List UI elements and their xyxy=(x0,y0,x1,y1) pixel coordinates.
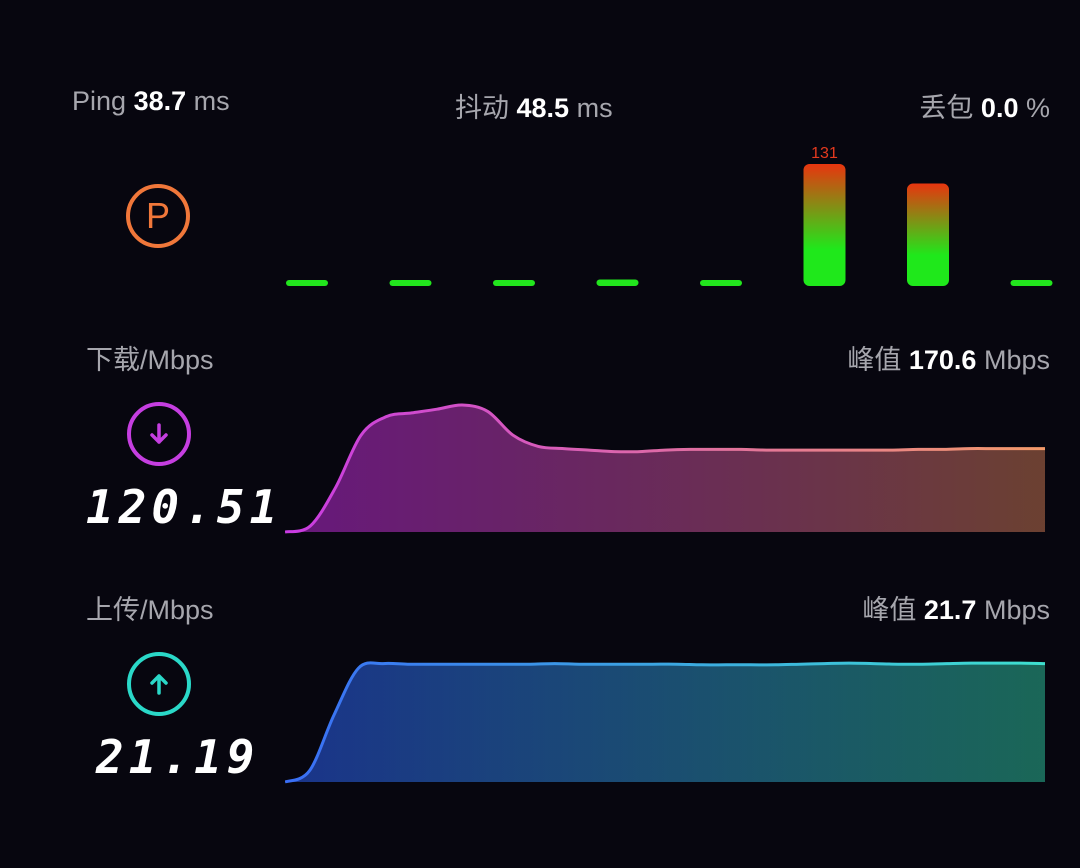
packet-loss-stat: 丢包 0.0 % xyxy=(919,86,1050,125)
upload-area-fill xyxy=(285,662,1045,782)
ping-bar-data-label: 131 xyxy=(811,145,838,162)
ping-bar xyxy=(493,280,535,286)
packet-loss-label: 丢包 xyxy=(919,93,974,123)
jitter-stat: 抖动 48.5 ms xyxy=(455,86,613,125)
arrow-down-icon xyxy=(127,402,191,466)
upload-label: 上传/Mbps xyxy=(86,595,214,625)
upload-peak-value: 21.7 xyxy=(923,595,977,625)
upload-speed-value: 21.19 xyxy=(96,730,260,784)
ping-bar xyxy=(803,164,846,286)
ping-bar xyxy=(286,280,328,286)
jitter-unit: ms xyxy=(576,93,613,123)
ping-stat: Ping 38.7 ms xyxy=(72,86,230,117)
download-peak-value: 170.6 xyxy=(908,345,977,375)
arrow-up-icon xyxy=(127,652,191,716)
jitter-label: 抖动 xyxy=(455,93,509,123)
ping-p-icon: P xyxy=(126,184,190,248)
download-speed-value: 120.51 xyxy=(86,480,283,534)
ping-value: 38.7 xyxy=(133,86,187,116)
ping-bar xyxy=(389,280,432,286)
ping-bar-chart: 131 xyxy=(286,145,1053,286)
ping-label: Ping xyxy=(72,86,127,116)
ping-bar xyxy=(1010,280,1053,286)
ping-unit: ms xyxy=(193,86,230,116)
ping-bar xyxy=(596,279,639,286)
upload-peak-unit: Mbps xyxy=(983,595,1050,625)
upload-speed-chart xyxy=(285,661,1046,784)
ping-icon-letter: P xyxy=(145,195,170,236)
ping-bar xyxy=(907,183,949,286)
download-peak-label: 峰值 xyxy=(847,345,902,375)
upload-peak: 峰值 21.7 Mbps xyxy=(862,588,1050,627)
packet-loss-value: 0.0 xyxy=(980,93,1019,123)
packet-loss-unit: % xyxy=(1025,93,1050,123)
download-area-line xyxy=(285,403,1045,534)
upload-peak-label: 峰值 xyxy=(862,595,917,625)
upload-area-line xyxy=(285,661,1046,784)
download-label: 下载/Mbps xyxy=(86,345,214,375)
jitter-value: 48.5 xyxy=(516,93,570,123)
ping-bar xyxy=(700,280,742,286)
download-peak: 峰值 170.6 Mbps xyxy=(847,338,1050,377)
download-peak-unit: Mbps xyxy=(983,345,1050,375)
download-speed-chart xyxy=(285,403,1045,534)
download-area-fill xyxy=(285,404,1045,532)
